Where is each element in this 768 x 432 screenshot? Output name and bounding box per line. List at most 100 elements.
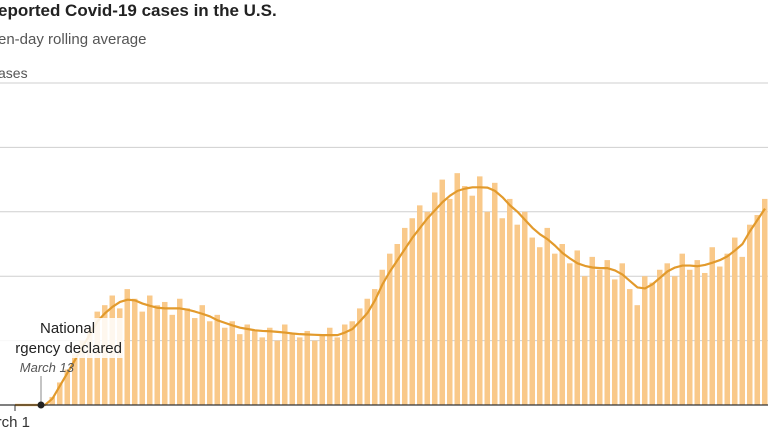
bar	[312, 340, 318, 405]
bar	[162, 301, 168, 405]
bar	[552, 253, 558, 405]
bar	[567, 263, 573, 405]
bar	[724, 253, 730, 405]
bar	[87, 327, 93, 405]
bar	[499, 218, 505, 405]
bar	[199, 305, 205, 405]
bar	[94, 311, 100, 405]
chart-subtitle: en-day rolling average	[0, 31, 146, 48]
bar	[582, 276, 588, 405]
bar	[184, 308, 190, 405]
annotation-dot	[37, 401, 45, 409]
bar	[394, 244, 400, 405]
bar	[492, 182, 498, 405]
bar	[259, 337, 265, 405]
bar	[544, 227, 550, 405]
bar	[297, 337, 303, 405]
bar	[627, 289, 633, 405]
bar	[372, 289, 378, 405]
bar	[267, 327, 273, 405]
bar	[169, 314, 175, 405]
annotation-text: rgency declared	[15, 340, 122, 357]
annotation-bg	[0, 318, 124, 358]
bar	[447, 198, 453, 405]
bar	[694, 260, 700, 405]
bar	[597, 269, 603, 405]
bar	[72, 353, 78, 405]
bar	[334, 337, 340, 405]
bar	[642, 276, 648, 405]
bar	[357, 308, 363, 405]
bar	[702, 272, 708, 405]
bar	[514, 224, 520, 405]
bar	[477, 176, 483, 405]
bar	[604, 260, 610, 405]
bar	[589, 256, 595, 405]
bar	[222, 327, 228, 405]
y-axis-label: ases	[0, 65, 28, 81]
bars	[42, 173, 768, 405]
bar	[177, 298, 183, 405]
bar	[289, 334, 295, 405]
bar	[439, 179, 445, 405]
bar	[154, 305, 160, 405]
bar	[432, 192, 438, 405]
bar	[574, 250, 580, 405]
bar	[522, 211, 528, 405]
bar	[462, 186, 468, 405]
bar	[507, 198, 513, 405]
bar	[237, 334, 243, 405]
annotation-date: March 13	[20, 360, 75, 375]
bar	[732, 237, 738, 405]
bar	[417, 205, 423, 405]
bar	[207, 321, 213, 405]
bar	[747, 224, 753, 405]
bar	[424, 211, 430, 405]
annotation: National rgency declared March 13	[0, 318, 124, 409]
x-axis: rch 1	[0, 404, 768, 431]
bar	[754, 215, 760, 405]
bar	[709, 247, 715, 405]
bar	[79, 340, 85, 405]
bar	[739, 256, 745, 405]
bar	[379, 269, 385, 405]
bar	[387, 253, 393, 405]
bar	[717, 266, 723, 405]
bar	[364, 298, 370, 405]
bar	[672, 276, 678, 405]
bar	[64, 369, 70, 405]
bar	[282, 324, 288, 405]
bar	[124, 289, 130, 405]
bar	[402, 227, 408, 405]
bar	[619, 263, 625, 405]
bar	[762, 198, 768, 405]
bar	[657, 269, 663, 405]
bar	[244, 324, 250, 405]
bar	[192, 318, 198, 405]
bar	[537, 247, 543, 405]
bar	[612, 279, 618, 405]
x-tick-label: rch 1	[0, 414, 30, 431]
lines	[15, 186, 766, 407]
bar	[634, 305, 640, 405]
rolling-average-line	[15, 186, 766, 407]
bar	[349, 321, 355, 405]
bar	[319, 334, 325, 405]
bar	[649, 282, 655, 405]
bar	[147, 295, 153, 405]
bar	[687, 269, 693, 405]
bar	[139, 311, 145, 405]
bar	[484, 211, 490, 405]
bar	[342, 324, 348, 405]
bar	[49, 396, 55, 405]
bar	[214, 314, 220, 405]
bar	[679, 253, 685, 405]
bar	[529, 237, 535, 405]
chart-title: eported Covid-19 cases in the U.S.	[0, 1, 277, 20]
annotation-text: National	[40, 320, 95, 337]
bar	[664, 263, 670, 405]
bar	[304, 330, 310, 405]
bar	[454, 173, 460, 405]
bar	[559, 244, 565, 405]
